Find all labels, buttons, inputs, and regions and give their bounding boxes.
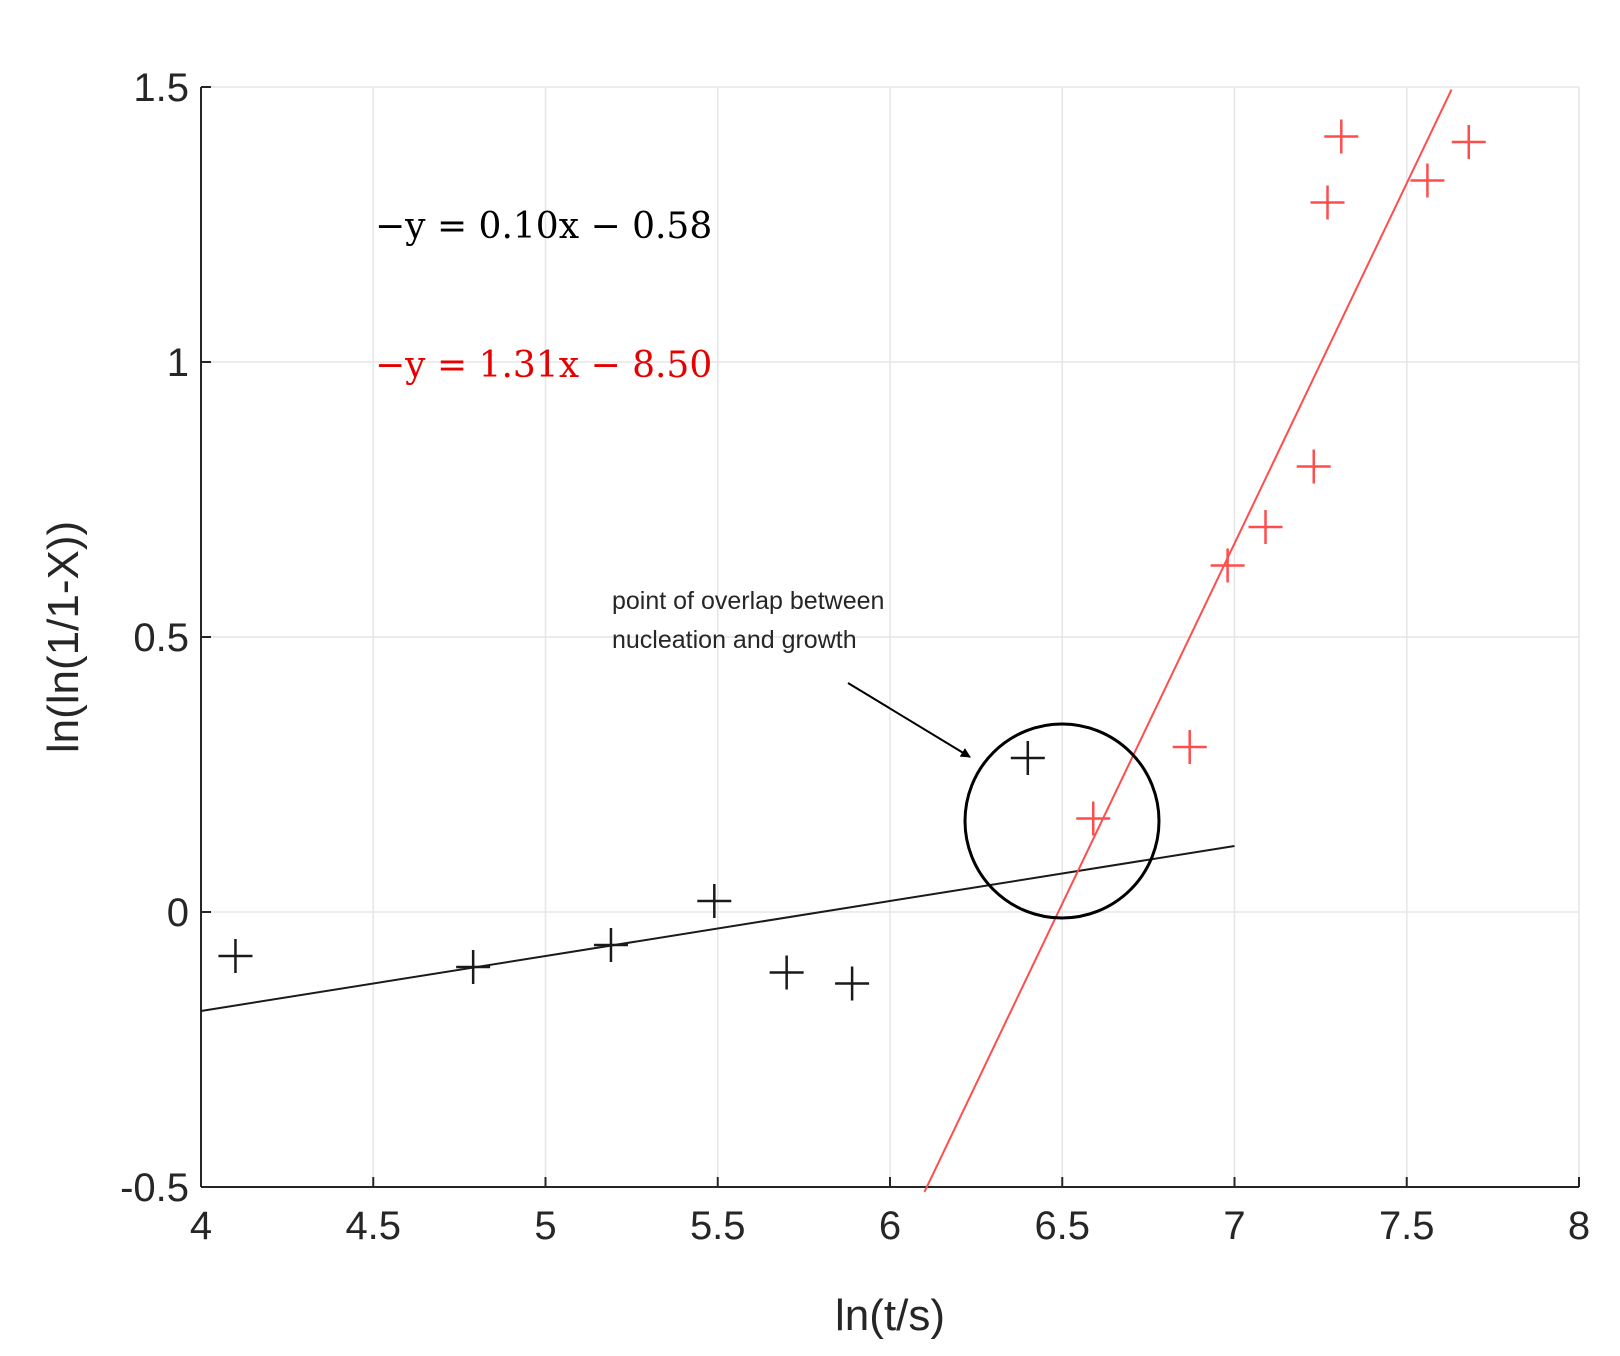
x-tick-label: 5 <box>534 1204 556 1248</box>
growth-point <box>1173 730 1207 764</box>
growth-point <box>1311 186 1345 220</box>
growth-point <box>1410 164 1444 198</box>
growth-point <box>1211 549 1245 583</box>
y-tick-label: 0.5 <box>133 616 189 660</box>
x-tick-label: 4.5 <box>345 1204 401 1248</box>
data-points <box>218 120 1485 1001</box>
x-tick-label: 8 <box>1568 1204 1590 1248</box>
nucleation-point <box>1011 741 1045 775</box>
y-tick-label: 1 <box>167 341 189 385</box>
nucleation-point <box>594 928 628 962</box>
x-tick-label: 6.5 <box>1034 1204 1090 1248</box>
grid <box>201 87 1579 1187</box>
x-tick-label: 5.5 <box>690 1204 746 1248</box>
y-tick-label: 1.5 <box>133 66 189 110</box>
nucleation-point <box>218 939 252 973</box>
equation-red: −y = 1.31x − 8.50 <box>375 345 712 386</box>
growth-point <box>1297 450 1331 484</box>
growth-fit-line <box>924 90 1451 1192</box>
annotations: −y = 0.10x − 0.58 −y = 1.31x − 8.50 poin… <box>375 206 1159 918</box>
y-tick-label: -0.5 <box>120 1166 189 1210</box>
x-tick-label: 4 <box>190 1204 212 1248</box>
growth-point <box>1452 125 1486 159</box>
nucleation-point <box>835 967 869 1001</box>
overlap-note-line2: nucleation and growth <box>612 626 857 654</box>
x-axis-label: ln(t/s) <box>835 1291 945 1340</box>
ticks: 4 4.5 5 5.5 6 6.5 7 7.5 8 -0.5 0 0.5 1 1.5 <box>120 66 1590 1248</box>
y-axis-label: ln(ln(1/1-X)) <box>39 521 88 753</box>
nucleation-point <box>456 950 490 984</box>
nucleation-point <box>770 956 804 990</box>
nucleation-point <box>697 884 731 918</box>
overlap-arrow <box>848 683 970 757</box>
x-tick-label: 7.5 <box>1379 1204 1435 1248</box>
overlap-note-line1: point of overlap between <box>612 587 884 615</box>
x-tick-label: 6 <box>879 1204 901 1248</box>
x-tick-label: 7 <box>1223 1204 1245 1248</box>
growth-point <box>1324 120 1358 154</box>
growth-point <box>1076 802 1110 836</box>
y-tick-label: 0 <box>167 891 189 935</box>
equation-black: −y = 0.10x − 0.58 <box>375 206 712 247</box>
growth-point <box>1249 510 1283 544</box>
